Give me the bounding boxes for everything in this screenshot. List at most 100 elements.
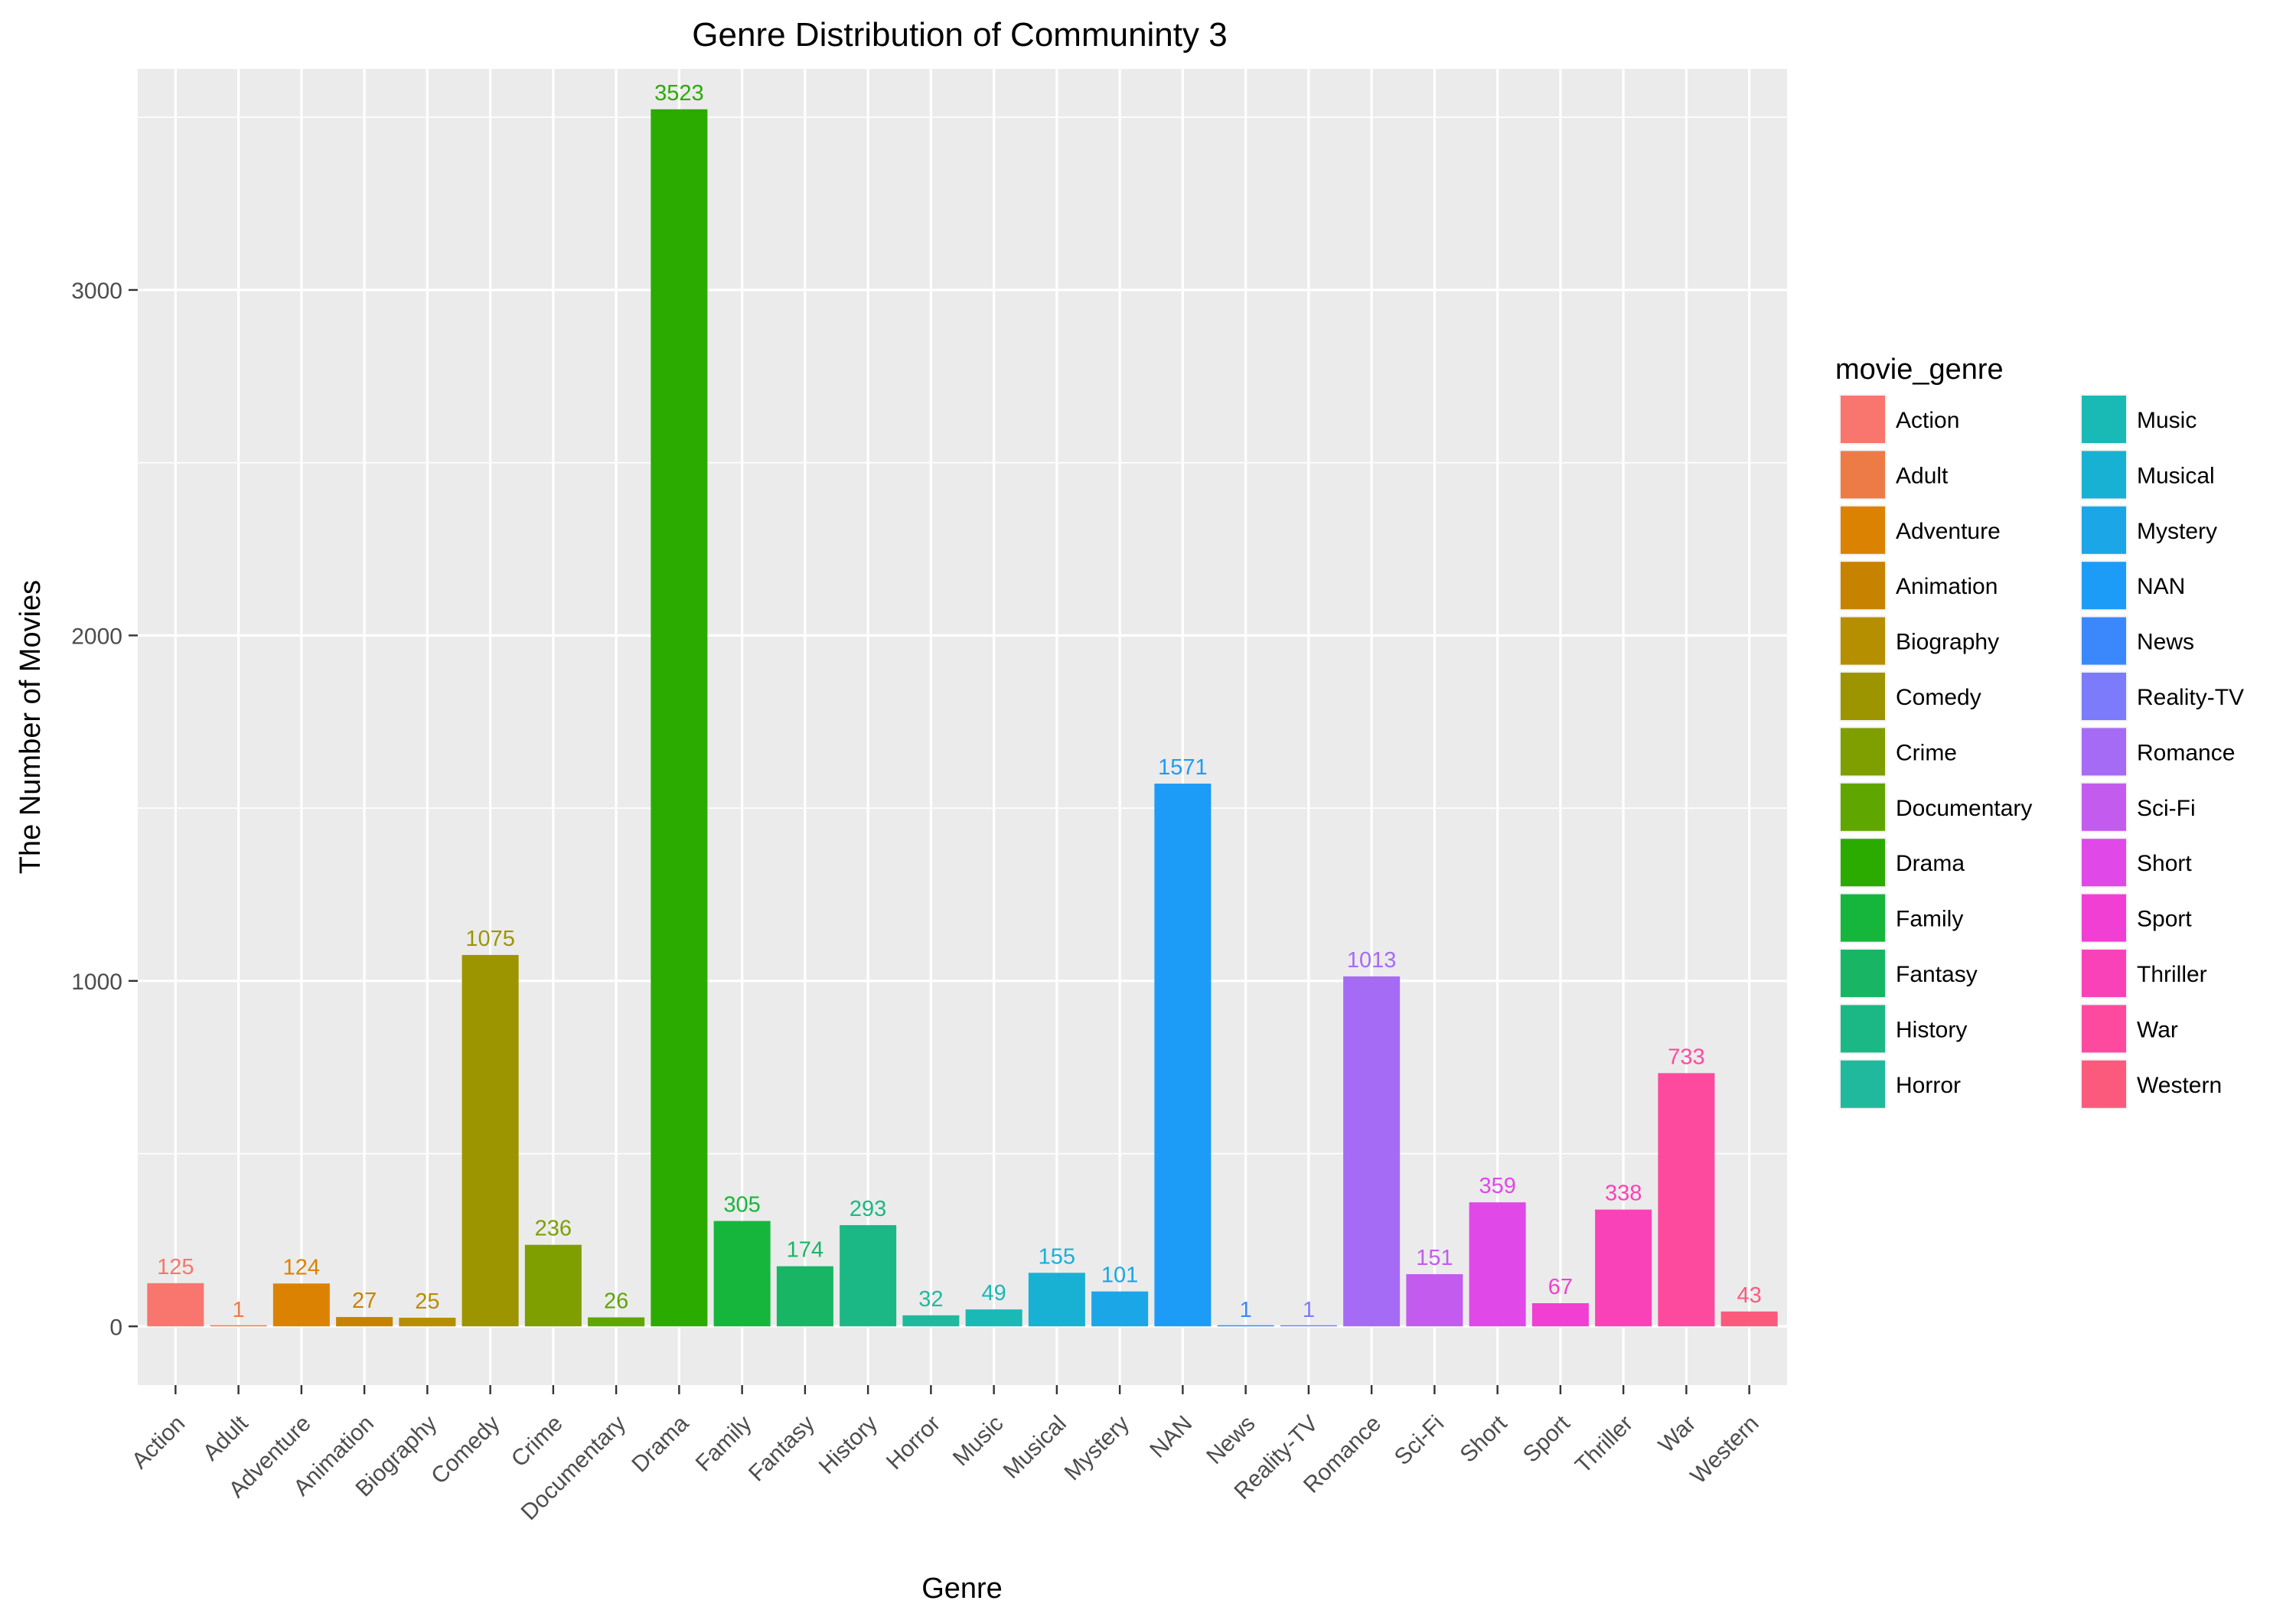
legend-key-romance (2082, 728, 2126, 776)
bar-comedy (461, 954, 519, 1327)
bar-news (1217, 1325, 1274, 1327)
bar-thriller (1595, 1209, 1652, 1327)
legend-label: Sci-Fi (2137, 796, 2196, 821)
bar-fantasy (776, 1266, 833, 1327)
bars (147, 109, 1778, 1327)
y-axis: 0 1000 2000 3000 (71, 279, 138, 1340)
legend-label: Comedy (1896, 685, 1981, 710)
legend-key-horror (1841, 1060, 1885, 1108)
legend-label: Sport (2137, 907, 2192, 932)
x-tick-label: News (1202, 1411, 1260, 1469)
legend-label: Fantasy (1896, 962, 1978, 987)
bar-nan (1154, 784, 1212, 1327)
legend-key-fantasy (1841, 950, 1885, 997)
legend-label: War (2137, 1017, 2178, 1042)
x-tick-label: History (814, 1411, 882, 1479)
x-tick-label: Music (948, 1411, 1009, 1472)
legend-key-crime (1841, 728, 1885, 776)
bar-short (1469, 1202, 1526, 1327)
legend-label: Drama (1896, 851, 1965, 876)
bar-value-label: 124 (283, 1255, 320, 1279)
bar-value-label: 338 (1605, 1182, 1642, 1206)
legend-label: Thriller (2137, 962, 2207, 987)
legend-label: News (2137, 630, 2194, 655)
bar-value-label: 293 (850, 1197, 886, 1221)
bar-war (1658, 1073, 1715, 1327)
legend-key-war (2082, 1005, 2126, 1053)
legend-key-adventure (1841, 506, 1885, 554)
bar-value-label: 25 (415, 1289, 439, 1314)
legend-key-thriller (2082, 950, 2126, 997)
legend-label: Western (2137, 1073, 2222, 1098)
x-tick-label: Drama (627, 1410, 693, 1477)
legend: movie_genre Action Adult Adventure Animatio… (1835, 354, 2244, 1110)
bar-value-label: 125 (157, 1255, 194, 1279)
y-axis-title: The Number of Movies (15, 580, 47, 874)
x-tick-label: Horror (882, 1411, 945, 1475)
bar-value-label: 26 (604, 1289, 628, 1314)
bar-drama (651, 109, 708, 1327)
chart-title: Genre Distribution of Communinty 3 (692, 16, 1227, 54)
legend-label: Musical (2137, 463, 2215, 488)
bar-value-label: 27 (352, 1289, 377, 1313)
bar-value-label: 1 (1240, 1298, 1252, 1322)
x-tick-label: Western (1686, 1411, 1764, 1489)
bar-value-label: 359 (1479, 1174, 1515, 1198)
x-tick-label: NAN (1145, 1411, 1197, 1463)
x-tick-label: Musical (999, 1411, 1071, 1484)
bar-horror (902, 1315, 960, 1327)
legend-key-animation (1841, 562, 1885, 610)
bar-musical (1028, 1273, 1085, 1327)
bar-adventure (272, 1283, 330, 1327)
bar-sci-fi (1406, 1274, 1463, 1327)
legend-label: Reality-TV (2137, 685, 2244, 710)
x-tick-label: Thriller (1570, 1411, 1638, 1478)
bar-value-label: 32 (918, 1287, 943, 1312)
bar-value-label: 3523 (654, 81, 704, 106)
bar-value-label: 1 (1303, 1298, 1315, 1322)
x-tick-label: Sport (1518, 1410, 1576, 1468)
legend-key-family (1841, 894, 1885, 942)
bar-labels: 125 1 124 27 25 1075 236 26 3523 305 174 293 32 49 155… (157, 81, 1762, 1322)
legend-key-nan (2082, 562, 2126, 610)
legend-key-sci-fi (2082, 783, 2126, 831)
legend-key-short (2082, 839, 2126, 887)
bar-western (1720, 1311, 1778, 1327)
legend-key-news (2082, 617, 2126, 665)
legend-key-action (1841, 396, 1885, 443)
x-tick-label: Comedy (426, 1411, 504, 1489)
bar-music (965, 1309, 1022, 1327)
legend-key-reality-tv (2082, 673, 2126, 720)
bar-biography (399, 1317, 456, 1327)
bar-value-label: 1 (233, 1298, 245, 1322)
x-tick-label: Short (1456, 1410, 1513, 1468)
x-tick-label: War (1654, 1411, 1701, 1458)
legend-key-music (2082, 396, 2126, 443)
plot-panel (138, 69, 1787, 1385)
bar-value-label: 43 (1737, 1283, 1762, 1308)
y-tick-label: 1000 (71, 970, 122, 995)
legend-label: Animation (1896, 574, 1998, 599)
bar-value-label: 305 (723, 1193, 760, 1217)
y-tick-label: 2000 (71, 624, 122, 649)
x-tick-label: Mystery (1059, 1411, 1134, 1486)
legend-key-mystery (2082, 506, 2126, 554)
legend-key-comedy (1841, 673, 1885, 720)
x-axis-title: Genre (921, 1573, 1003, 1605)
bar-value-label: 1013 (1347, 948, 1397, 973)
legend-label: Crime (1896, 740, 1957, 765)
legend-key-western (2082, 1060, 2126, 1108)
bar-value-label: 1075 (465, 927, 515, 951)
bar-value-label: 1571 (1158, 755, 1208, 780)
bar-value-label: 174 (787, 1238, 823, 1263)
y-tick-label: 0 (109, 1315, 122, 1340)
legend-label: Family (1896, 907, 1963, 932)
bar-documentary (588, 1317, 645, 1327)
bar-reality-tv (1280, 1325, 1337, 1327)
legend-key-biography (1841, 617, 1885, 665)
legend-label: Romance (2137, 740, 2235, 765)
legend-key-adult (1841, 451, 1885, 499)
legend-label: Biography (1896, 630, 1999, 655)
x-tick-label: Action (127, 1411, 190, 1474)
